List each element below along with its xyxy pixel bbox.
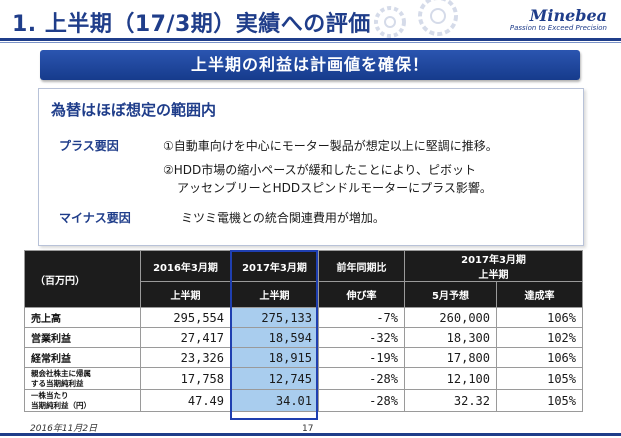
- cell-achievement: 105%: [495, 389, 584, 412]
- minus-factors-label: マイナス要因: [59, 211, 131, 225]
- summary-heading: 為替はほぼ想定の範囲内: [51, 101, 217, 119]
- cell-fy2017: 12,745: [230, 367, 319, 390]
- header-yoy: 前年同期比: [318, 250, 405, 282]
- cell-yoy: -28%: [318, 389, 405, 412]
- header-fy2017-h1: 2017年3月期 上半期: [403, 250, 584, 282]
- table-subheader-row: 上半期 上半期 伸び率 5月予想 達成率: [25, 281, 584, 308]
- cell-forecast: 17,800: [404, 347, 497, 368]
- header-h1-2016: 上半期: [140, 281, 231, 308]
- logo-name: Minebea: [529, 6, 607, 25]
- plus-factor-2-cont: アッセンブリーとHDDスピンドルモーターにプラス影響。: [177, 181, 492, 195]
- page-number: 17: [302, 424, 314, 434]
- table-row: 親会社株主に帰属 する当期純利益 17,758 12,745 -28% 12,1…: [24, 367, 584, 390]
- cell-fy2017: 275,133: [230, 307, 319, 328]
- plus-factor-1: ①自動車向けを中心にモーター製品が想定以上に堅調に推移。: [163, 139, 498, 153]
- cell-yoy: -7%: [318, 307, 405, 328]
- row-label-line1: 親会社株主に帰属: [31, 368, 91, 378]
- cell-fy2017: 18,915: [230, 347, 319, 368]
- cell-fy2017: 18,594: [230, 327, 319, 348]
- header-fy2017-h1-year: 2017年3月期: [461, 255, 526, 266]
- row-label-line2: する当期純利益: [31, 378, 84, 388]
- row-label: 営業利益: [24, 327, 141, 348]
- cell-fy2016: 295,554: [140, 307, 231, 328]
- cell-achievement: 106%: [495, 347, 584, 368]
- plus-factors-label: プラス要因: [59, 139, 119, 153]
- table-row: 売上高 295,554 275,133 -7% 260,000 106%: [24, 307, 584, 328]
- cell-fy2016: 27,417: [140, 327, 231, 348]
- row-label: 一株当たり 当期純利益（円）: [24, 389, 141, 412]
- logo-tagline: Passion to Exceed Precision: [509, 24, 607, 32]
- cell-yoy: -28%: [318, 367, 405, 390]
- table-row: 経常利益 23,326 18,915 -19% 17,800 106%: [24, 347, 584, 368]
- title-rule-thin: [0, 42, 621, 43]
- header-fy2017-h1-sub: 上半期: [478, 270, 509, 281]
- headline-banner: 上半期の利益は計画値を確保！: [40, 50, 580, 80]
- table-row: 一株当たり 当期純利益（円） 47.49 34.01 -28% 32.32 10…: [24, 389, 584, 412]
- title-rule: [0, 38, 621, 41]
- unit-header: （百万円）: [24, 250, 141, 308]
- table-row: 営業利益 27,417 18,594 -32% 18,300 102%: [24, 327, 584, 348]
- table-header-row: （百万円） 2016年3月期 2017年3月期 前年同期比 2017年3月期 上…: [24, 250, 584, 308]
- cell-achievement: 102%: [495, 327, 584, 348]
- plus-factor-2: ②HDD市場の縮小ペースが緩和したことにより、ピボット: [163, 163, 476, 177]
- row-label: 売上高: [24, 307, 141, 328]
- header-growth: 伸び率: [318, 281, 405, 308]
- cell-yoy: -19%: [318, 347, 405, 368]
- header-fy2016: 2016年3月期: [140, 250, 231, 282]
- cell-forecast: 12,100: [404, 367, 497, 390]
- cell-fy2016: 47.49: [140, 389, 231, 412]
- cell-achievement: 106%: [495, 307, 584, 328]
- header-achievement: 達成率: [495, 281, 584, 308]
- footer-rule: [0, 433, 621, 436]
- cell-yoy: -32%: [318, 327, 405, 348]
- cell-fy2017: 34.01: [230, 389, 319, 412]
- header-fy2017: 2017年3月期: [230, 250, 319, 282]
- results-table: （百万円） 2016年3月期 2017年3月期 前年同期比 2017年3月期 上…: [24, 250, 584, 412]
- cell-fy2016: 17,758: [140, 367, 231, 390]
- row-label-line1: 一株当たり: [31, 390, 69, 400]
- cell-forecast: 32.32: [404, 389, 497, 412]
- row-label-line2: 当期純利益（円）: [31, 400, 91, 410]
- row-label: 経常利益: [24, 347, 141, 368]
- row-label: 親会社株主に帰属 する当期純利益: [24, 367, 141, 390]
- footer-date: 2016年11月2日: [30, 424, 98, 434]
- gear-watermark-icon: [374, 0, 458, 38]
- page-title: 1. 上半期（17/3期）実績への評価: [12, 12, 371, 37]
- cell-fy2016: 23,326: [140, 347, 231, 368]
- minus-factor-1: ミツミ電機との統合関連費用が増加。: [181, 211, 385, 225]
- company-logo: Minebea Passion to Exceed Precision: [510, 6, 607, 32]
- cell-forecast: 18,300: [404, 327, 497, 348]
- header-h1-2017: 上半期: [230, 281, 319, 308]
- cell-forecast: 260,000: [404, 307, 497, 328]
- cell-achievement: 105%: [495, 367, 584, 390]
- summary-box: 為替はほぼ想定の範囲内 プラス要因 ①自動車向けを中心にモーター製品が想定以上に…: [38, 88, 584, 246]
- header-forecast: 5月予想: [404, 281, 497, 308]
